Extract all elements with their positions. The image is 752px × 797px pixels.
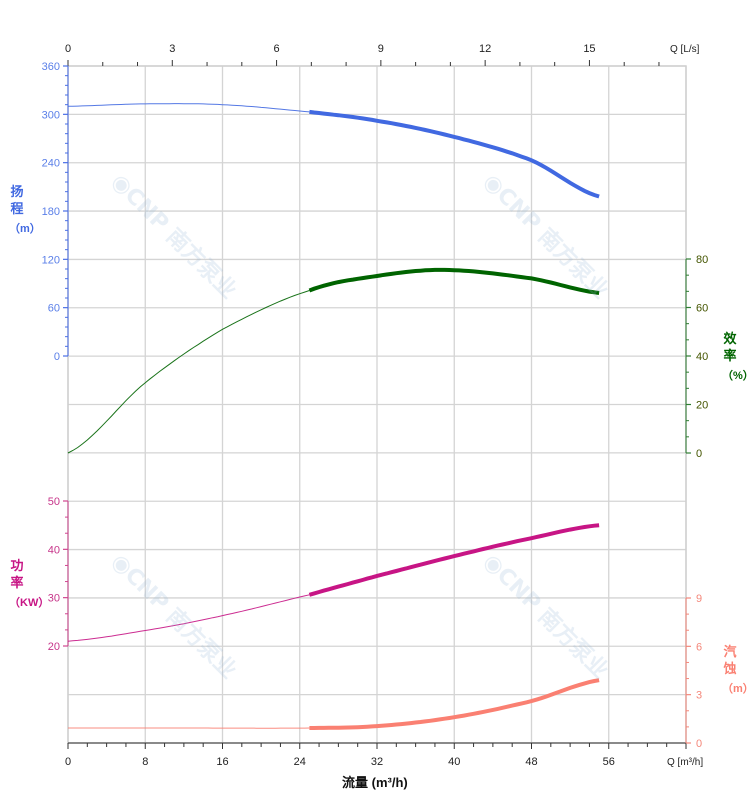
- x-axis-title: 流量 (m³/h): [342, 775, 408, 790]
- power-axis-title: 功率 （KW）: [9, 557, 50, 612]
- x-axis-unit-label: Q [m³/h]: [667, 757, 703, 768]
- top-x-axis-unit-label: Q [L/s]: [670, 44, 700, 55]
- x-tick-label: 56: [603, 756, 615, 768]
- power-tick-label: 20: [48, 641, 60, 653]
- top-x-tick-label: 15: [583, 43, 595, 55]
- axis-title-part: 率: [10, 575, 24, 590]
- top-x-tick-label: 0: [65, 43, 71, 55]
- head-tick-label: 360: [42, 61, 60, 73]
- efficiency-tick-label: 40: [696, 351, 708, 363]
- x-tick-label: 16: [216, 756, 228, 768]
- axis-title-part: 程: [10, 201, 24, 216]
- head-tick-label: 60: [48, 303, 60, 315]
- x-tick-label: 8: [142, 756, 148, 768]
- axis-title-part: （m）: [9, 223, 41, 235]
- efficiency-tick-label: 60: [696, 303, 708, 315]
- efficiency-axis-title: 效率 （%）: [722, 330, 752, 385]
- efficiency-curve-operating: [308, 267, 600, 295]
- head-tick-label: 300: [42, 109, 60, 121]
- npsh-tick-label: 9: [696, 593, 702, 605]
- efficiency-curve-extended: [67, 290, 310, 454]
- x-tick-label: 24: [294, 756, 306, 768]
- efficiency-tick-label: 20: [696, 400, 708, 412]
- axis-title-part: 扬: [10, 184, 24, 199]
- power-tick-label: 50: [48, 496, 60, 508]
- top-x-tick-label: 6: [274, 43, 280, 55]
- npsh-curve-operating: [309, 678, 600, 730]
- x-tick-label: 40: [448, 756, 460, 768]
- axis-title-part: （%）: [722, 370, 752, 382]
- axis-title-part: 率: [723, 348, 737, 363]
- efficiency-tick-label: 80: [696, 254, 708, 266]
- npsh-tick-label: 3: [696, 690, 702, 702]
- x-tick-label: 32: [371, 756, 383, 768]
- top-x-tick-label: 9: [378, 43, 384, 55]
- axis-title-part: 功: [10, 558, 24, 573]
- power-tick-label: 40: [48, 544, 60, 556]
- head-curve-extended: [67, 103, 310, 113]
- head-curve-operating: [309, 109, 600, 199]
- npsh-tick-label: 6: [696, 641, 702, 653]
- head-tick-label: 240: [42, 158, 60, 170]
- axis-title-part: 蚀: [723, 661, 737, 676]
- x-tick-label: 0: [65, 756, 71, 768]
- axis-title-part: 汽: [723, 644, 737, 659]
- axis-title-part: 效: [723, 331, 737, 346]
- x-tick-label: 48: [525, 756, 537, 768]
- top-x-tick-label: 3: [169, 43, 175, 55]
- axis-title-part: （m）: [722, 683, 752, 695]
- top-x-tick-label: 12: [479, 43, 491, 55]
- power-tick-label: 30: [48, 593, 60, 605]
- power-curve-extended: [67, 594, 310, 642]
- npsh-tick-label: 0: [696, 738, 702, 750]
- axis-title-part: （KW）: [9, 597, 50, 609]
- efficiency-tick-label: 0: [696, 448, 702, 460]
- npsh-axis-title: 汽蚀 （m）: [722, 643, 752, 698]
- head-tick-label: 0: [54, 351, 60, 363]
- head-tick-label: 180: [42, 206, 60, 218]
- power-curve-operating: [308, 523, 600, 597]
- head-axis-title: 扬程 （m）: [9, 183, 41, 238]
- head-tick-label: 120: [42, 254, 60, 266]
